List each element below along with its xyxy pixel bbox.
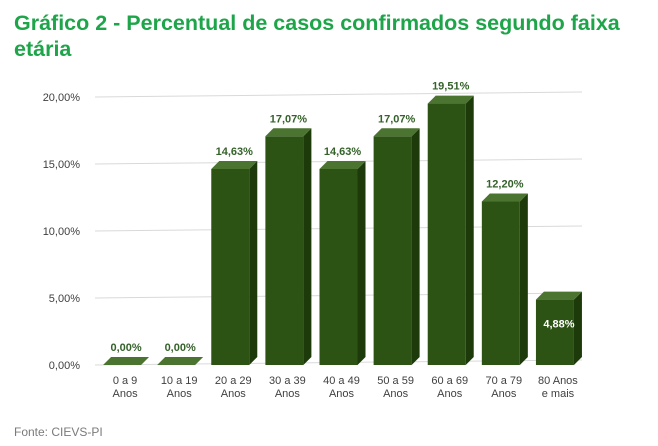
- bar-front: [535, 299, 574, 365]
- data-label: 0,00%: [165, 342, 196, 354]
- x-tick-label: 0 a 9: [113, 375, 137, 387]
- bar-front: [481, 201, 520, 365]
- bar-top: [373, 128, 420, 137]
- bar-side: [411, 128, 420, 365]
- data-label: 14,63%: [216, 146, 254, 158]
- bar: [211, 160, 258, 365]
- bar: [157, 357, 204, 365]
- data-labels: 0,00% 0,00% 14,63% 17,07% 14,63% 17,07% 19,51%…: [110, 81, 574, 354]
- bar-top: [265, 128, 312, 137]
- x-tick-label: Anos: [491, 388, 517, 400]
- bar-top: [535, 291, 582, 300]
- bar-top: [319, 160, 366, 169]
- data-label: 17,07%: [270, 113, 308, 125]
- bar: [103, 357, 150, 365]
- y-tick-label: 10,00%: [43, 226, 81, 238]
- bar-side: [249, 160, 258, 365]
- x-tick-label: Anos: [437, 388, 463, 400]
- x-tick-label: 70 a 79: [485, 375, 522, 387]
- bar-top: [157, 357, 204, 365]
- bar-front: [373, 136, 412, 365]
- bar-side: [465, 95, 474, 365]
- x-tick-label: 30 a 39: [269, 375, 306, 387]
- bar-side: [573, 291, 582, 365]
- bar-side: [519, 193, 528, 365]
- data-label: 12,20%: [486, 179, 524, 191]
- bar-front: [427, 103, 466, 365]
- bar-side: [357, 160, 366, 365]
- bar: [535, 291, 582, 365]
- source-note: Fonte: CIEVS-PI: [14, 425, 103, 439]
- bars: [103, 95, 582, 365]
- bar-top: [427, 95, 474, 104]
- data-label: 4,88%: [543, 319, 574, 331]
- data-label: 17,07%: [378, 113, 416, 125]
- x-tick-label: 50 a 59: [377, 375, 414, 387]
- bar-front: [211, 168, 250, 365]
- bar: [481, 193, 528, 365]
- gridline: [94, 91, 583, 98]
- x-tick-label: Anos: [383, 388, 409, 400]
- data-label: 0,00%: [110, 342, 141, 354]
- data-label: 19,51%: [432, 81, 470, 93]
- bar-top: [211, 160, 258, 169]
- x-tick-label: Anos: [167, 388, 193, 400]
- bar-front: [265, 136, 304, 365]
- x-tick-label: 40 a 49: [323, 375, 360, 387]
- y-tick-label: 5,00%: [49, 293, 80, 305]
- bar: [427, 95, 474, 365]
- y-tick-label: 15,00%: [43, 159, 81, 171]
- x-tick-label: Anos: [329, 388, 355, 400]
- bar-front: [319, 168, 358, 365]
- x-tick-label: 80 Anos: [538, 375, 578, 387]
- x-tick-label: 10 a 19: [161, 375, 198, 387]
- bar-side: [303, 128, 312, 365]
- data-label: 14,63%: [324, 146, 362, 158]
- bar: [319, 160, 366, 365]
- bar: [373, 128, 420, 365]
- bar-top: [481, 193, 528, 202]
- x-tick-label: e mais: [542, 388, 575, 400]
- y-axis-tick-labels: 0,00% 5,00% 10,00% 15,00% 20,00%: [43, 92, 81, 372]
- bar: [265, 128, 312, 365]
- bar-top: [103, 357, 150, 365]
- x-tick-label: Anos: [221, 388, 247, 400]
- x-tick-label: 20 a 29: [215, 375, 252, 387]
- x-tick-label: 60 a 69: [431, 375, 468, 387]
- y-tick-label: 20,00%: [43, 92, 81, 104]
- y-tick-label: 0,00%: [49, 360, 80, 372]
- chart-title: Gráfico 2 - Percentual de casos confirma…: [14, 11, 620, 61]
- x-tick-label: Anos: [275, 388, 301, 400]
- x-tick-label: Anos: [113, 388, 139, 400]
